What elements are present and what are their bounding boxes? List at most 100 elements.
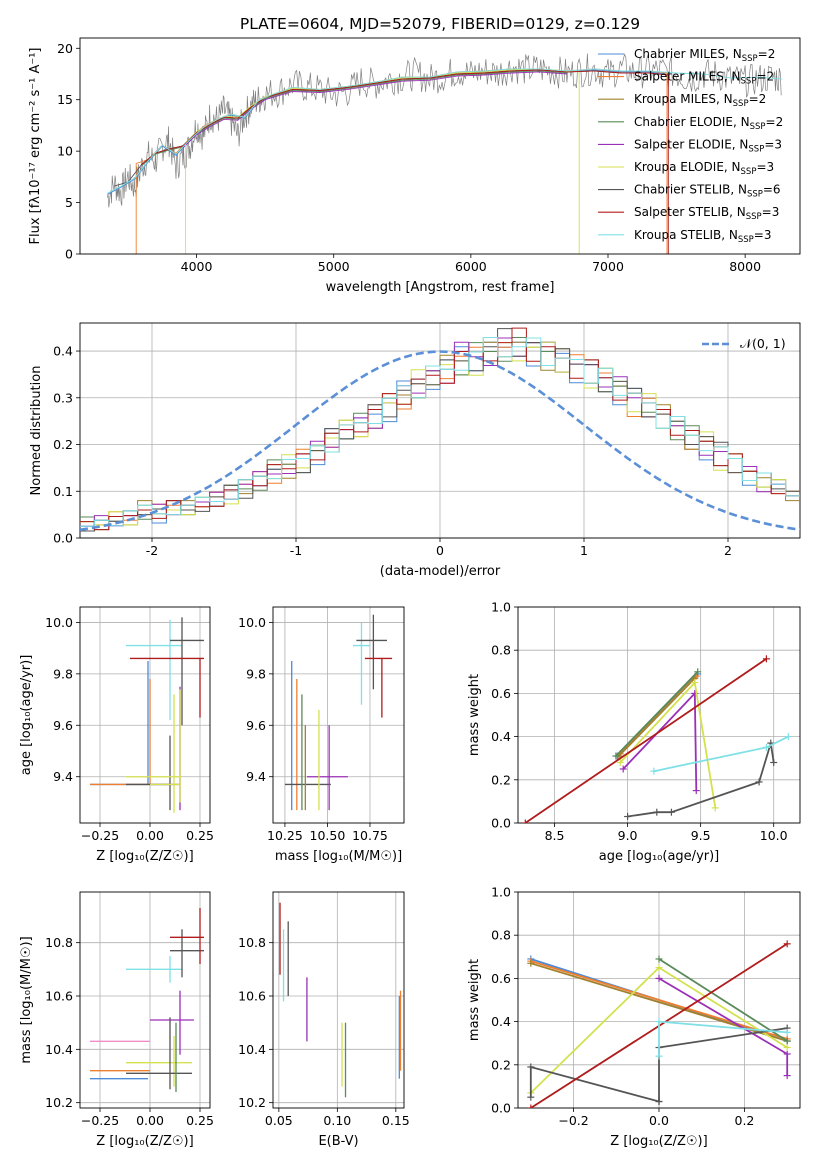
axes-frame <box>272 891 405 1109</box>
legend-label: Kroupa MILES, NSSP=2 <box>634 92 766 109</box>
y-axis-label: mass weight <box>467 959 482 1041</box>
legend-label-main: Chabrier STELIB, N <box>634 183 747 197</box>
x-tick-label: 0.25 <box>186 1113 214 1128</box>
y-tick-label: 10.6 <box>45 989 73 1004</box>
axes-frame <box>517 606 801 824</box>
gaussian-curve <box>80 350 800 532</box>
x-axis-label: wavelength [Angstrom, rest frame] <box>326 280 555 295</box>
model-spectrum-line <box>185 68 580 254</box>
y-tick-label: 0.0 <box>53 531 73 546</box>
weight-series-line <box>524 658 767 823</box>
z-mass-panel: −0.25 0.00 0.25 10.2 10.4 10.6 10.8 Z [log₁₀(Z/… <box>19 891 214 1149</box>
y-tick-label: 0.0 <box>491 816 511 831</box>
x-tick-label: 0.00 <box>136 828 164 843</box>
axes-frame <box>79 606 211 824</box>
legend-label-main: Salpeter MILES, N <box>634 70 741 84</box>
y-tick-label: 10.2 <box>45 1095 73 1110</box>
legend-label-main: Kroupa ELODIE, N <box>634 160 741 174</box>
legend-label: Chabrier ELODIE, NSSP=2 <box>634 115 783 132</box>
y-tick-label: 0.3 <box>53 390 73 405</box>
y-axis-label: age [log₁₀(age/yr)] <box>19 655 34 776</box>
y-axis-label: mass weight <box>467 674 482 756</box>
y-tick-label: 0.2 <box>491 1057 511 1072</box>
legend-label: Chabrier STELIB, NSSP=6 <box>634 183 781 200</box>
legend-label-main: Kroupa MILES, N <box>634 92 733 106</box>
y-tick-label: 9.6 <box>246 718 266 733</box>
legend-label-main: Kroupa STELIB, N <box>634 228 738 242</box>
y-tick-label: 9.6 <box>53 718 73 733</box>
x-tick-label: 1 <box>580 543 588 558</box>
y-tick-label: 0.8 <box>491 643 511 658</box>
y-tick-label: 10.8 <box>45 935 73 950</box>
weight-series-line <box>658 1020 788 1057</box>
weight-series-line <box>618 677 696 757</box>
x-tick-label: 6000 <box>455 259 487 274</box>
y-tick-label: 0.2 <box>491 772 511 787</box>
x-tick-label: 0.05 <box>265 1113 293 1128</box>
z-weight-panel: −0.2 0.0 0.2 0.0 0.2 0.4 0.6 0.8 1.0 Z [log₁₀(Z/Z… <box>467 885 801 1149</box>
model-spectrum-line <box>135 68 668 254</box>
legend-label-main: Salpeter ELODIE, N <box>634 137 748 151</box>
legend-label: Chabrier MILES, NSSP=2 <box>634 47 775 64</box>
weight-series-line <box>622 691 698 791</box>
x-axis-label: (data-model)/error <box>380 564 501 579</box>
x-tick-label: -2 <box>146 543 158 558</box>
weight-series-line <box>530 960 788 1040</box>
x-tick-label: 8.5 <box>545 828 565 843</box>
x-tick-label: 0.10 <box>323 1113 351 1128</box>
weight-series-line <box>615 671 699 757</box>
axes-frame <box>79 322 801 539</box>
legend-label: Salpeter MILES, NSSP=2 <box>634 70 774 87</box>
legend-label-sub: SSP <box>741 167 757 177</box>
y-tick-label: 10.0 <box>238 615 266 630</box>
x-axis-label: age [log₁₀(age/yr)] <box>599 849 720 864</box>
legend-label-sub: SSP <box>742 54 758 64</box>
legend-label: Kroupa ELODIE, NSSP=3 <box>634 160 774 177</box>
y-tick-label: 0.6 <box>491 971 511 986</box>
z-age-plot-area <box>90 617 204 813</box>
z-age-panel: −0.25 0.00 0.25 9.4 9.6 9.8 10.0 Z [log₁₀(Z/Z☉)… <box>19 606 214 864</box>
histogram-step-line <box>80 327 800 531</box>
figure-title: PLATE=0604, MJD=52079, FIBERID=0129, z=0… <box>240 15 640 33</box>
legend-label-sub: SSP <box>748 144 764 154</box>
residuals-plot-area <box>80 327 800 532</box>
legend-label-main: Chabrier ELODIE, N <box>634 115 750 129</box>
x-tick-label: 7000 <box>592 259 624 274</box>
model-spectrum-line <box>107 68 783 194</box>
x-tick-label: 10.25 <box>267 828 303 843</box>
y-tick-label: 9.8 <box>53 666 73 681</box>
legend-label-sub: SSP <box>746 212 762 222</box>
y-tick-label: 15 <box>57 92 73 107</box>
x-tick-label: 0.2 <box>735 1113 755 1128</box>
x-tick-label: 8000 <box>729 259 761 274</box>
x-tick-label: 9.0 <box>618 828 638 843</box>
y-tick-label: 20 <box>57 41 73 56</box>
legend-label: Salpeter STELIB, NSSP=3 <box>634 205 779 222</box>
y-axis-label: Normed distribution <box>29 366 44 496</box>
gaussian-legend-label: 𝒩(0, 1) <box>740 336 786 351</box>
histogram-step-line <box>80 328 800 532</box>
y-tick-label: 10.4 <box>238 1042 266 1057</box>
x-tick-label: 0.25 <box>186 828 214 843</box>
legend-label-tail: =3 <box>762 205 780 219</box>
y-axis-label: Flux [fλ10⁻¹⁷ erg cm⁻² s⁻¹ A⁻¹] <box>28 48 43 245</box>
x-tick-label: 0.0 <box>649 1113 669 1128</box>
y-tick-label: 10.8 <box>238 935 266 950</box>
axes-frame <box>79 37 801 255</box>
weight-series-line <box>658 958 788 1042</box>
mass-age-plot-area <box>284 614 393 811</box>
x-tick-label: 0.15 <box>382 1113 410 1128</box>
legend-label-tail: =3 <box>754 228 772 242</box>
mass-age-panel: 10.25 10.50 10.75 9.4 9.6 9.8 10.0 mass [log₁₀(… <box>238 606 405 864</box>
y-tick-label: 10 <box>57 144 73 159</box>
x-tick-label: 0 <box>436 543 444 558</box>
x-tick-label: 0.00 <box>136 1113 164 1128</box>
y-tick-label: 0.2 <box>53 437 73 452</box>
x-tick-label: 4000 <box>181 259 213 274</box>
legend-label-tail: =3 <box>764 137 782 151</box>
x-axis-label: E(B-V) <box>318 1134 358 1149</box>
legend-label-tail: =2 <box>749 92 767 106</box>
y-tick-label: 0.4 <box>53 344 73 359</box>
x-tick-label: 9.5 <box>691 828 711 843</box>
